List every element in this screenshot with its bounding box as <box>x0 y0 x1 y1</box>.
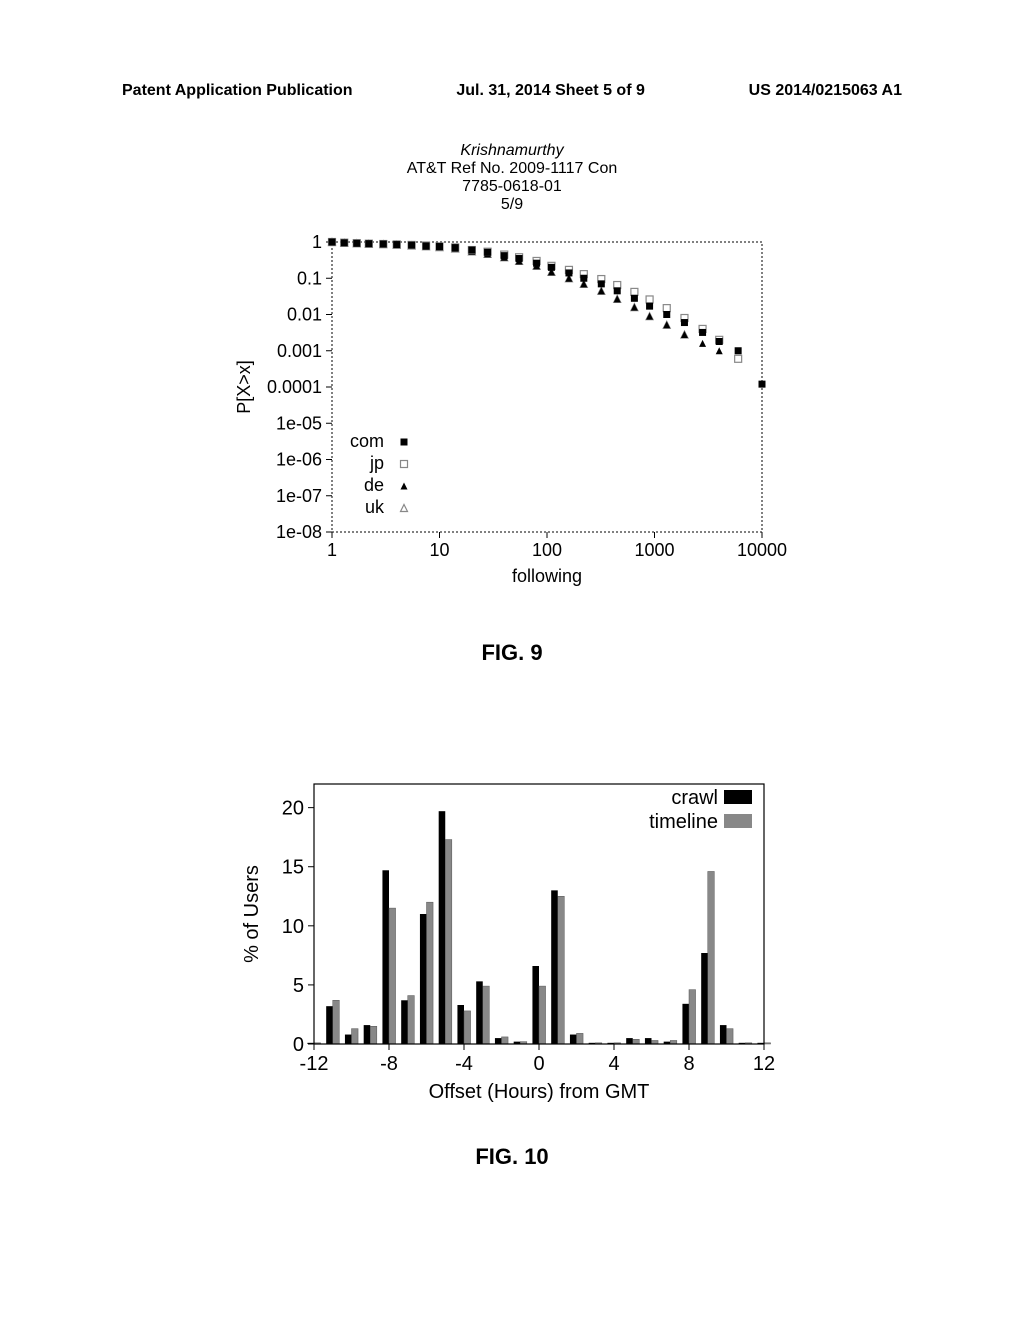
svg-text:de: de <box>364 475 384 495</box>
svg-text:1e-07: 1e-07 <box>276 486 322 506</box>
svg-text:-12: -12 <box>300 1053 329 1075</box>
svg-text:0: 0 <box>533 1053 544 1075</box>
svg-text:-4: -4 <box>455 1053 473 1075</box>
svg-text:1: 1 <box>327 540 337 560</box>
page-header: Patent Application Publication Jul. 31, … <box>0 0 1024 100</box>
subheader-line3: 7785-0618-01 <box>0 178 1024 196</box>
svg-text:P[X>x]: P[X>x] <box>234 360 254 414</box>
fig10-chart: 05101520-12-8-404812Offset (Hours) from … <box>232 766 792 1106</box>
svg-text:uk: uk <box>365 497 385 517</box>
svg-text:8: 8 <box>683 1053 694 1075</box>
svg-text:10: 10 <box>429 540 449 560</box>
svg-text:1e-05: 1e-05 <box>276 413 322 433</box>
svg-text:following: following <box>512 566 582 586</box>
subheader-line1: Krishnamurthy <box>0 142 1024 160</box>
svg-text:0.001: 0.001 <box>277 341 322 361</box>
svg-text:1: 1 <box>312 232 322 252</box>
svg-text:1000: 1000 <box>634 540 674 560</box>
header-center: Jul. 31, 2014 Sheet 5 of 9 <box>456 82 645 100</box>
svg-text:1e-08: 1e-08 <box>276 522 322 542</box>
svg-text:10: 10 <box>282 916 304 938</box>
svg-text:jp: jp <box>369 453 384 473</box>
svg-text:0.01: 0.01 <box>287 305 322 325</box>
svg-text:0.0001: 0.0001 <box>267 377 322 397</box>
svg-text:5: 5 <box>293 975 304 997</box>
svg-text:com: com <box>350 431 384 451</box>
subheader: Krishnamurthy AT&T Ref No. 2009-1117 Con… <box>0 142 1024 214</box>
svg-text:4: 4 <box>608 1053 619 1075</box>
fig9-chart: 10.10.010.0010.00011e-051e-061e-071e-081… <box>232 232 792 602</box>
svg-text:20: 20 <box>282 798 304 820</box>
svg-text:100: 100 <box>532 540 562 560</box>
svg-text:12: 12 <box>753 1053 775 1075</box>
svg-text:0.1: 0.1 <box>297 268 322 288</box>
fig9-label: FIG. 9 <box>0 640 1024 666</box>
svg-text:% of Users: % of Users <box>241 865 263 963</box>
svg-text:timeline: timeline <box>649 811 718 833</box>
svg-text:10000: 10000 <box>737 540 787 560</box>
header-right: US 2014/0215063 A1 <box>749 82 902 100</box>
fig10-label: FIG. 10 <box>0 1144 1024 1170</box>
svg-text:crawl: crawl <box>671 787 718 809</box>
subheader-line4: 5/9 <box>0 196 1024 214</box>
header-left: Patent Application Publication <box>122 82 353 100</box>
subheader-line2: AT&T Ref No. 2009-1117 Con <box>0 160 1024 178</box>
svg-text:15: 15 <box>282 857 304 879</box>
svg-text:1e-06: 1e-06 <box>276 450 322 470</box>
svg-text:Offset (Hours) from GMT: Offset (Hours) from GMT <box>429 1081 650 1103</box>
svg-text:-8: -8 <box>380 1053 398 1075</box>
